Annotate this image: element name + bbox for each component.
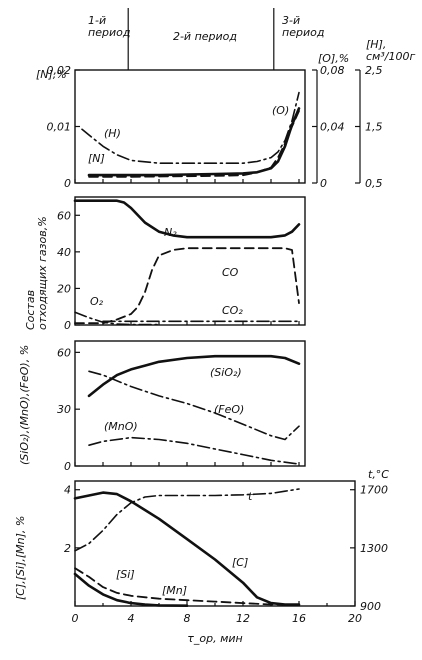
panel1-O-ytick-label: 0,08 — [320, 64, 345, 77]
period-3-label: 3-й период — [282, 14, 324, 39]
panel1-N-axis-label: [N],% — [36, 68, 67, 81]
panel2-series — [73, 199, 301, 239]
panel4-series — [73, 572, 189, 608]
panel1-O-ytick-label: 0 — [320, 177, 327, 190]
panel3-label-SiO2: (SiO₂) — [210, 366, 242, 379]
panel3-frame — [74, 340, 306, 467]
panel2-label-CO2: CO₂ — [222, 304, 243, 317]
panel3-series — [88, 436, 300, 465]
panel1-O-axis-label: [O],% — [318, 52, 349, 65]
panel4-right-ylabel: t,°C — [368, 468, 389, 481]
panel4-xtick-label: 20 — [348, 612, 362, 625]
panel2-series — [74, 311, 160, 326]
panel4-label-Si: [Si] — [116, 568, 135, 581]
panel3-ytick-label: 30 — [57, 403, 71, 416]
panel4-series — [74, 488, 300, 552]
panel4-frame — [74, 480, 356, 607]
axis-ticks — [74, 8, 361, 607]
panel1-H-axis-label: [H], см³/100г — [366, 38, 415, 63]
panel3-ytick-label: 60 — [57, 346, 71, 359]
panel4-xtick-label: 12 — [236, 612, 250, 625]
panel3-ytick-label: 0 — [64, 460, 71, 473]
panel3-label-MnO: (MnO) — [104, 420, 138, 433]
panel1-series-O — [88, 110, 300, 178]
panel4-left-ytick-label: 4 — [64, 484, 71, 497]
panel2-ytick-label: 0 — [64, 319, 71, 332]
panel4-left-ylabel: [C],[Si],[Mn], % — [14, 516, 27, 600]
panel1-N-ytick-label: 0,01 — [47, 121, 72, 134]
period-2-label: 2-й период — [173, 30, 237, 43]
panel1-H-ytick-label: 0,5 — [365, 177, 383, 190]
panel4-series — [73, 491, 301, 606]
panel4-right-ytick-label: 1300 — [360, 542, 388, 555]
panel1-series-N — [87, 107, 301, 177]
panel1-H-ytick-label: 2,5 — [365, 64, 383, 77]
panel2-ytick-label: 60 — [57, 209, 71, 222]
panel4-right-ytick-label: 900 — [360, 600, 381, 613]
panel2-frame — [74, 196, 306, 326]
panel2-ylabel: Составотходящих газов,% — [24, 216, 49, 330]
panel2-label-CO: CO — [222, 266, 239, 279]
panel4-xtick-label: 8 — [184, 612, 191, 625]
panel4-series — [74, 567, 300, 606]
panel1-O-ytick-label: 0,04 — [320, 121, 345, 134]
panel4-right-ytick-label: 1700 — [360, 484, 388, 497]
panel3-ylabel: (SiO₂),(MnO),(FeO), % — [18, 345, 31, 465]
panel4-xlabel: τ_ор, мин — [187, 632, 242, 645]
panel4-xtick-label: 16 — [292, 612, 306, 625]
panel1-N-ytick-label: 0,02 — [47, 64, 72, 77]
panel4-xtick-label: 4 — [128, 612, 135, 625]
panel2-label-O2: O₂ — [90, 295, 104, 308]
panel1-label-H: (H) — [104, 127, 121, 140]
panel1-N-ytick-label: 0 — [64, 177, 71, 190]
panel2-label-N2: N₂ — [164, 226, 177, 239]
panel3-series — [88, 370, 300, 441]
panel4-left-ytick-label: 2 — [64, 542, 71, 555]
panel4-label-Mn: [Mn] — [162, 584, 187, 597]
panel4-label-t: t — [248, 490, 253, 503]
panel2-ytick-label: 40 — [57, 246, 71, 259]
panel-frames — [74, 69, 356, 607]
panel4-xtick-label: 0 — [72, 612, 79, 625]
period-1-label: 1-й период — [88, 14, 130, 39]
panel3-series — [87, 354, 301, 398]
panel2-series — [74, 247, 300, 325]
panel1-label-N: [N] — [88, 152, 105, 165]
data-curves — [73, 91, 301, 608]
panel1-H-ytick-label: 1,5 — [365, 121, 383, 134]
panel4-label-C: [C] — [232, 556, 248, 569]
panel2-ytick-label: 20 — [57, 282, 71, 295]
panel1-series-H — [81, 91, 300, 164]
panel1-label-O: (O) — [272, 104, 289, 117]
panel3-label-FeO: (FeO) — [214, 403, 244, 416]
